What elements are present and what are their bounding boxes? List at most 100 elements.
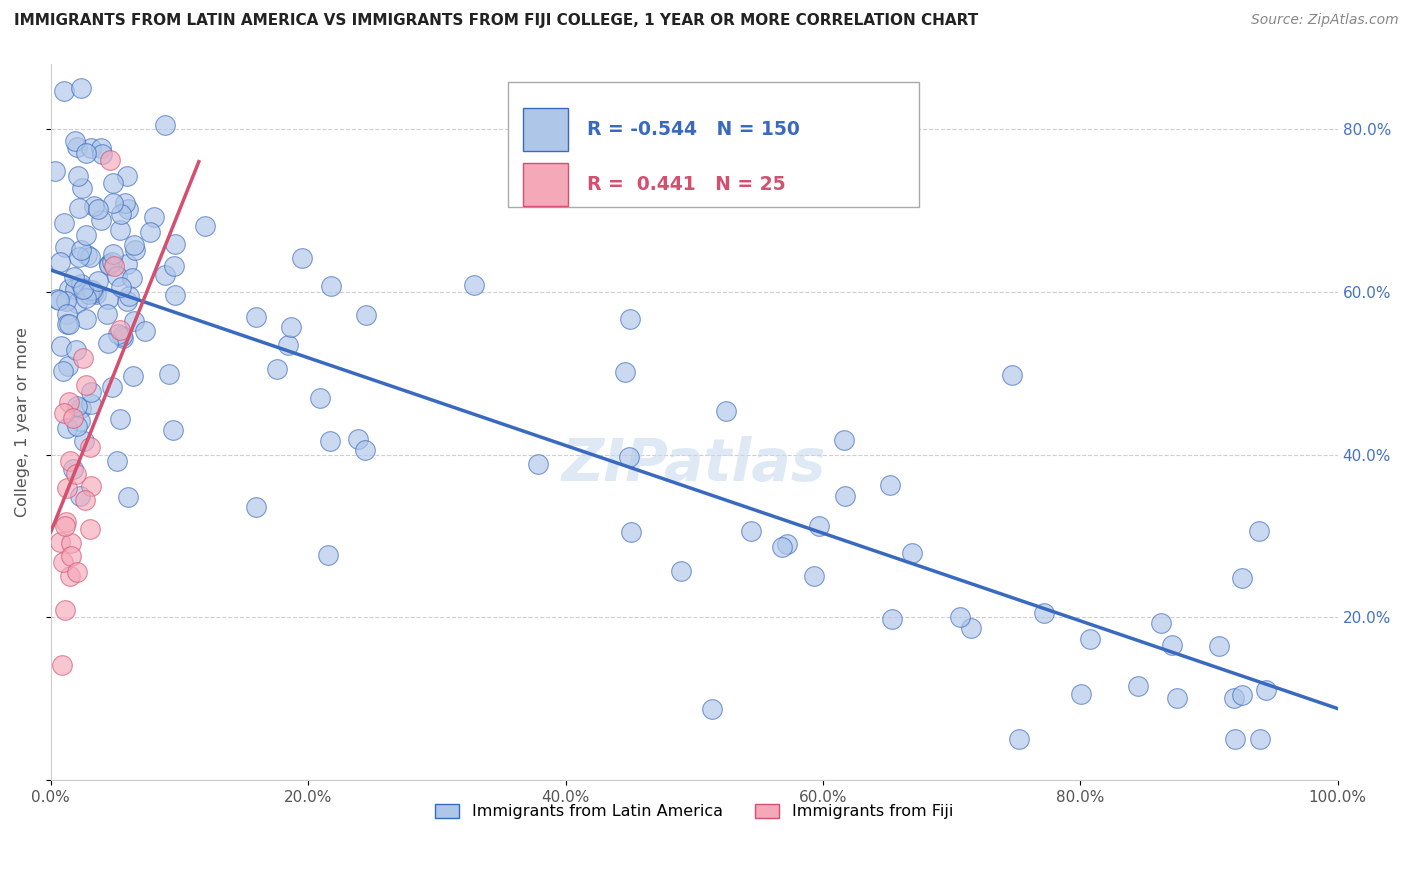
Point	[65, 343, 87, 357]
Point	[67, 250, 90, 264]
Point	[153, 118, 176, 132]
Point	[614, 365, 637, 379]
Point	[55, 294, 77, 309]
Point	[139, 226, 162, 240]
Point	[69, 414, 91, 428]
Point	[108, 323, 131, 337]
Legend: Immigrants from Latin America, Immigrants from Fiji: Immigrants from Latin America, Immigrant…	[429, 797, 959, 826]
Point	[90, 213, 112, 227]
Point	[617, 450, 640, 464]
Point	[72, 282, 94, 296]
Point	[162, 423, 184, 437]
Point	[56, 421, 79, 435]
Point	[901, 546, 924, 560]
Point	[80, 283, 103, 297]
Point	[1166, 690, 1188, 705]
Point	[107, 326, 129, 341]
Point	[96, 307, 118, 321]
FancyBboxPatch shape	[508, 82, 920, 207]
Point	[291, 252, 314, 266]
Point	[53, 603, 76, 617]
Point	[117, 490, 139, 504]
Point	[115, 257, 138, 271]
Point	[76, 248, 98, 262]
Point	[111, 329, 134, 343]
Point	[949, 609, 972, 624]
Point	[63, 282, 86, 296]
Point	[97, 258, 120, 272]
Point	[59, 569, 82, 583]
Point	[97, 292, 120, 306]
Point	[700, 702, 723, 716]
Bar	[523, 163, 568, 206]
Point	[66, 399, 89, 413]
Point	[1160, 639, 1182, 653]
Point	[62, 410, 84, 425]
Point	[834, 434, 856, 448]
Point	[105, 268, 128, 283]
Point	[56, 359, 79, 373]
Point	[70, 181, 93, 195]
Point	[65, 134, 87, 148]
Point	[51, 555, 73, 569]
Point	[134, 324, 156, 338]
Point	[60, 535, 83, 549]
Point	[69, 490, 91, 504]
Point	[1249, 732, 1271, 747]
Point	[527, 457, 550, 471]
Point	[69, 401, 91, 416]
Point	[162, 260, 184, 274]
Point	[53, 216, 76, 230]
Point	[66, 169, 89, 183]
Point	[321, 279, 343, 293]
Point	[56, 307, 79, 321]
Point	[776, 536, 799, 550]
Point	[117, 294, 139, 309]
Point	[163, 288, 186, 302]
Point	[807, 519, 830, 533]
Point	[110, 223, 132, 237]
Point	[834, 489, 856, 503]
Bar	[523, 108, 568, 151]
Point	[67, 201, 90, 215]
Point	[347, 432, 370, 446]
Point	[69, 81, 91, 95]
Point	[66, 296, 89, 310]
Point	[101, 247, 124, 261]
Point	[165, 237, 187, 252]
Point	[619, 312, 641, 326]
Point	[79, 522, 101, 536]
Point	[79, 440, 101, 454]
Point	[62, 270, 84, 285]
Point	[117, 202, 139, 216]
Point	[277, 338, 299, 352]
Point	[83, 199, 105, 213]
Point	[266, 361, 288, 376]
Point	[52, 364, 75, 378]
Point	[103, 195, 125, 210]
Text: ZIPatlas: ZIPatlas	[562, 436, 827, 493]
Point	[87, 202, 110, 217]
Point	[75, 378, 97, 392]
Point	[1078, 632, 1101, 646]
Point	[1247, 524, 1270, 539]
Point	[72, 351, 94, 365]
Point	[66, 418, 89, 433]
Point	[58, 283, 80, 297]
Point	[56, 318, 79, 332]
Point	[49, 535, 72, 549]
Point	[97, 336, 120, 351]
Point	[75, 228, 97, 243]
Point	[75, 145, 97, 160]
Point	[62, 462, 84, 476]
Point	[122, 369, 145, 384]
Y-axis label: College, 1 year or more: College, 1 year or more	[15, 327, 30, 517]
Point	[66, 140, 89, 154]
Text: R = -0.544   N = 150: R = -0.544 N = 150	[588, 120, 800, 139]
Point	[879, 477, 901, 491]
Point	[124, 243, 146, 257]
Point	[740, 524, 762, 538]
Point	[105, 454, 128, 468]
Point	[110, 280, 132, 294]
Point	[1032, 606, 1054, 620]
